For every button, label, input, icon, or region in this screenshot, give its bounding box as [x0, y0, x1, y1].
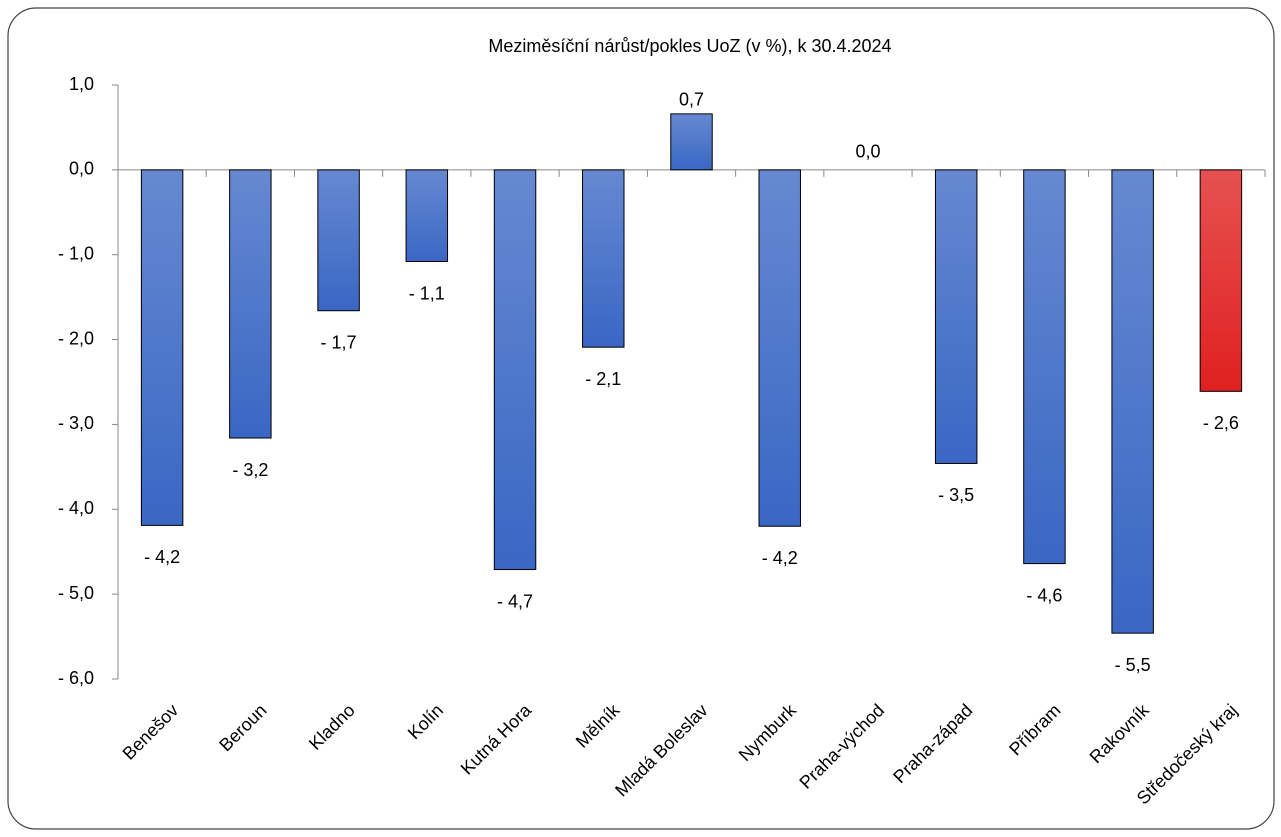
- data-label: - 5,5: [1115, 655, 1151, 675]
- data-label: - 2,6: [1203, 413, 1239, 433]
- bar: [229, 169, 272, 439]
- chart-title: Meziměsíční nárůst/pokles UoZ (v %), k 3…: [488, 36, 891, 56]
- bar: [582, 169, 625, 348]
- bar: [140, 169, 184, 526]
- data-label: - 3,5: [938, 485, 974, 505]
- bar: [405, 169, 449, 263]
- bar: [493, 169, 537, 571]
- data-label: 0,0: [855, 142, 880, 162]
- data-label: - 1,7: [321, 332, 357, 352]
- data-label: - 3,2: [232, 460, 268, 480]
- data-label: - 4,6: [1026, 585, 1062, 605]
- data-label: - 2,1: [585, 369, 621, 389]
- bar: [317, 169, 360, 312]
- y-tick-label: - 4,0: [58, 498, 94, 518]
- bar: [1111, 169, 1154, 634]
- chart-frame: [7, 7, 1275, 830]
- data-label: - 4,7: [497, 591, 533, 611]
- bar: [670, 113, 713, 171]
- y-tick-label: - 5,0: [58, 583, 94, 603]
- y-tick-label: - 6,0: [58, 668, 94, 688]
- y-tick-label: - 1,0: [58, 243, 94, 263]
- y-tick-label: - 2,0: [58, 328, 94, 348]
- bar: [758, 169, 801, 527]
- data-label: - 4,2: [144, 547, 180, 567]
- bar: [1199, 169, 1243, 392]
- y-tick-label: 1,0: [69, 74, 94, 94]
- data-label: 0,7: [679, 90, 704, 110]
- y-tick-label: - 3,0: [58, 413, 94, 433]
- data-label: - 1,1: [409, 283, 445, 303]
- data-label: - 4,2: [762, 548, 798, 568]
- y-tick-label: 0,0: [69, 159, 94, 179]
- bar: [1023, 169, 1066, 565]
- bar: [934, 169, 978, 464]
